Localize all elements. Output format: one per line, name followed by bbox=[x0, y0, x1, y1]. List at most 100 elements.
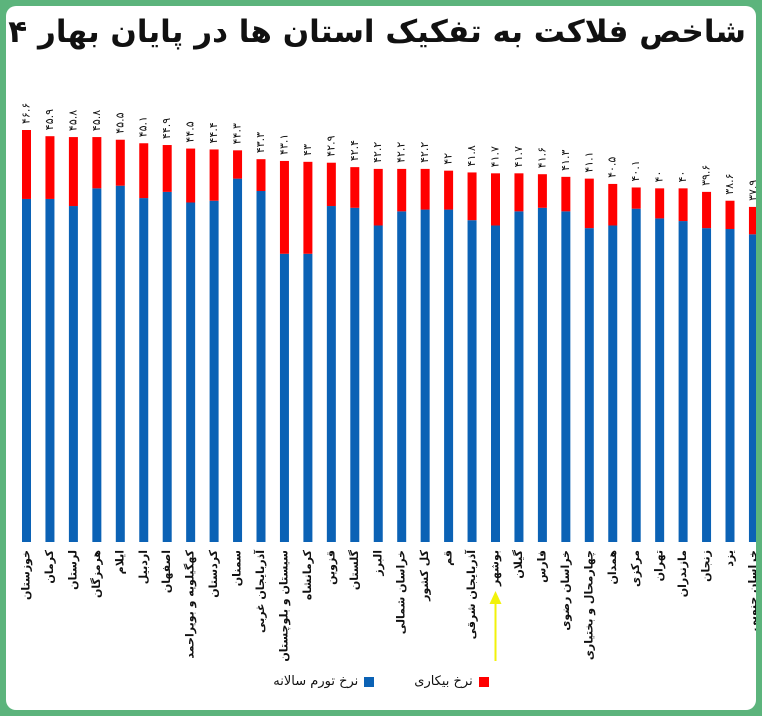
x-tick-label: گیلان bbox=[512, 549, 525, 578]
bar-inflation bbox=[491, 225, 500, 542]
bar-inflation bbox=[68, 206, 78, 542]
x-tick-label: آذربایجان شرقی bbox=[464, 550, 478, 640]
data-label: ۳۷.۹ bbox=[746, 180, 756, 201]
bar-inflation bbox=[45, 198, 55, 543]
x-tick-label: خراسان شمالی bbox=[395, 550, 408, 634]
bar-unemployment bbox=[655, 188, 665, 219]
bar-inflation bbox=[115, 185, 125, 542]
x-tick-label: یزد bbox=[723, 550, 736, 567]
data-label: ۴۵.۹ bbox=[43, 109, 56, 130]
x-tick-label: مرکزی bbox=[629, 550, 642, 587]
bar-unemployment bbox=[514, 173, 524, 212]
x-tick-label: قم bbox=[442, 550, 455, 566]
x-tick-label: آذربایجان غربی bbox=[253, 550, 267, 633]
bar-unemployment bbox=[373, 168, 383, 226]
x-tick-label: قزوین bbox=[324, 550, 337, 585]
x-tick-label: فارس bbox=[535, 550, 548, 583]
bar-unemployment bbox=[45, 136, 55, 199]
bar-inflation bbox=[514, 211, 524, 542]
x-tick-label: بوشهر bbox=[489, 550, 502, 587]
x-tick-label: سمنان bbox=[231, 550, 244, 586]
data-label: ۴۵.۸ bbox=[66, 110, 79, 131]
bar-inflation bbox=[725, 229, 735, 542]
x-tick-label: سیستان و بلوچستان bbox=[277, 550, 290, 662]
bar-unemployment bbox=[162, 145, 172, 192]
bar-unemployment bbox=[608, 183, 618, 226]
bar-inflation bbox=[702, 228, 712, 543]
bar-inflation bbox=[420, 209, 430, 543]
x-tick-label: خوزستان bbox=[20, 550, 33, 600]
x-tick-label: زنجان bbox=[700, 550, 713, 582]
bar-inflation bbox=[608, 225, 618, 542]
bar-chart: ۴۶.۶ خوزستان ۴۵.۹ کرمان ۴۵.۸ لرستان ۴۵.۸ هرمزگا… bbox=[20, 103, 756, 662]
bar-inflation bbox=[444, 209, 454, 543]
data-label: ۴۴.۹ bbox=[160, 118, 173, 139]
bar-unemployment bbox=[420, 168, 430, 210]
bar-unemployment bbox=[115, 139, 125, 186]
bar-unemployment bbox=[444, 170, 454, 210]
bar-unemployment bbox=[491, 173, 500, 226]
bar-unemployment bbox=[22, 130, 31, 199]
data-label: ۴۲.۴ bbox=[348, 140, 361, 161]
data-label: ۴۶.۶ bbox=[20, 103, 33, 124]
data-label: ۴۱.۷ bbox=[489, 146, 502, 167]
x-tick-label: تهران bbox=[653, 550, 666, 581]
chart-legend: نرخ بیکاری نرخ تورم سالانه bbox=[6, 674, 756, 689]
bar-inflation bbox=[92, 188, 102, 542]
bar-unemployment bbox=[303, 161, 313, 254]
bar-unemployment bbox=[233, 150, 243, 179]
bar-inflation bbox=[256, 191, 266, 543]
annotation-arrow-head bbox=[489, 591, 502, 604]
data-label: ۴۲.۲ bbox=[395, 142, 408, 163]
data-label: ۴۲.۲ bbox=[418, 142, 431, 163]
data-label: ۴۱.۸ bbox=[465, 145, 478, 166]
x-tick-label: کرمان bbox=[43, 549, 56, 583]
x-tick-label: لرستان bbox=[66, 550, 79, 590]
bar-inflation bbox=[139, 198, 149, 542]
chart-frame: شاخص فلاکت به تفکیک استان ها در پایان به… bbox=[6, 6, 756, 710]
data-label: ۴۰ bbox=[653, 171, 666, 183]
x-tick-label: گلستان bbox=[348, 549, 361, 590]
bar-unemployment bbox=[326, 162, 336, 207]
data-label: ۴۴.۵ bbox=[184, 121, 197, 142]
x-tick-label: مازندران bbox=[676, 550, 689, 597]
data-label: ۴۴.۴ bbox=[207, 122, 220, 143]
bar-inflation bbox=[678, 221, 688, 542]
data-label: ۴۵.۱ bbox=[137, 116, 150, 137]
bar-unemployment bbox=[584, 178, 594, 229]
x-tick-label: چهارمحال و بختیاری bbox=[582, 550, 595, 660]
bar-unemployment bbox=[279, 160, 289, 254]
bar-inflation bbox=[22, 198, 31, 543]
x-tick-label: البرز bbox=[371, 550, 384, 577]
bar-unemployment bbox=[68, 137, 78, 207]
bar-inflation bbox=[631, 208, 641, 542]
bar-inflation bbox=[186, 202, 196, 542]
bar-unemployment bbox=[209, 149, 219, 201]
bar-inflation bbox=[303, 253, 313, 542]
bar-unemployment bbox=[256, 159, 266, 192]
x-tick-label: خراسان جنوبی bbox=[746, 550, 756, 631]
data-label: ۴۱.۱ bbox=[582, 151, 595, 172]
bar-inflation bbox=[279, 253, 289, 542]
data-label: ۴۲ bbox=[442, 153, 455, 165]
data-label: ۴۱.۷ bbox=[512, 146, 525, 167]
data-label: ۴۵.۸ bbox=[90, 110, 103, 131]
chart-title: شاخص فلاکت به تفکیک استان ها در پایان به… bbox=[6, 14, 746, 50]
legend-swatch-unemployment bbox=[478, 676, 489, 687]
bar-unemployment bbox=[537, 174, 547, 208]
data-label: ۴۰.۵ bbox=[606, 157, 619, 178]
bar-inflation bbox=[397, 211, 407, 542]
x-tick-label: کهگیلویه و بویراحمد bbox=[184, 549, 197, 658]
data-label: ۴۲.۹ bbox=[324, 135, 337, 156]
bar-unemployment bbox=[139, 143, 149, 199]
bar-inflation bbox=[233, 178, 243, 543]
legend-swatch-inflation bbox=[364, 676, 375, 687]
x-tick-label: اصفهان bbox=[160, 550, 173, 593]
x-tick-label: هرمزگان bbox=[90, 550, 103, 598]
bar-unemployment bbox=[350, 167, 360, 208]
legend-item-unemployment: نرخ بیکاری bbox=[414, 674, 489, 689]
bar-unemployment bbox=[631, 187, 641, 209]
bar-inflation bbox=[584, 228, 594, 543]
bar-unemployment bbox=[397, 168, 407, 212]
x-tick-label: همدان bbox=[606, 550, 619, 585]
